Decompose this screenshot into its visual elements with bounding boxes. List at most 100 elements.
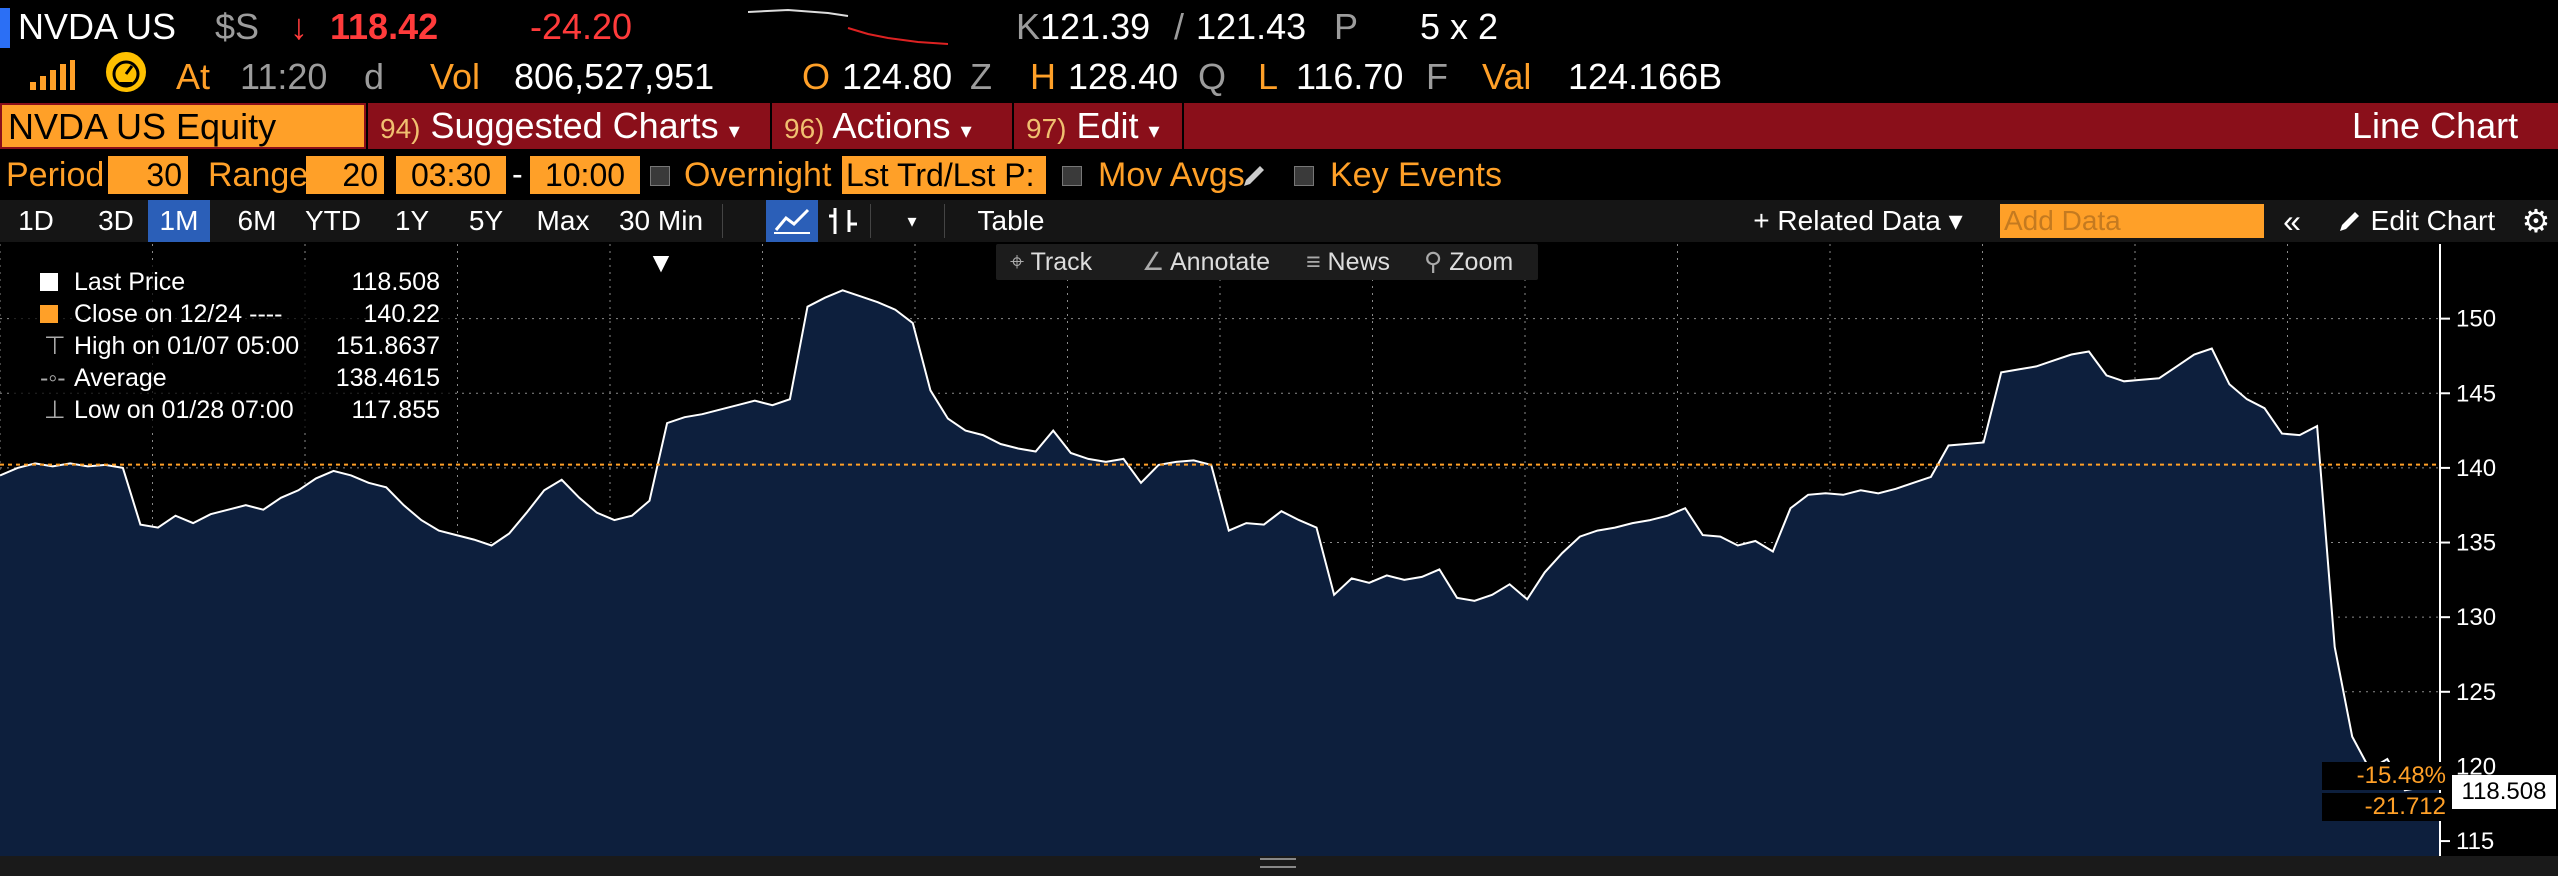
range-button-ytd[interactable]: YTD — [305, 205, 361, 236]
high-source: Q — [1198, 56, 1227, 97]
low-source: F — [1426, 56, 1448, 97]
edit-label: Edit — [1076, 105, 1139, 146]
open-source: Z — [970, 56, 992, 97]
sparkline-icon — [748, 8, 948, 45]
scroll-handle-icon[interactable] — [1260, 858, 1296, 868]
collapse-icon[interactable]: « — [2283, 203, 2301, 239]
overnight-label: Overnight — [684, 156, 832, 194]
ask-price: 121.43 — [1196, 6, 1307, 47]
legend-label: Low on 01/28 07:00 — [74, 396, 294, 424]
dropdown-icon[interactable]: ▾ — [907, 211, 917, 231]
overnight-checkbox[interactable] — [650, 166, 670, 186]
pencil-icon[interactable] — [1240, 162, 1268, 190]
legend-label: High on 01/07 05:00 — [74, 332, 300, 360]
related-data-dropdown[interactable]: + Related Data ▾ — [1753, 205, 1963, 236]
suggested-charts-number: 94) — [380, 113, 421, 144]
edit-chart-button[interactable]: Edit Chart — [2316, 200, 2516, 242]
actions-label: Actions — [832, 105, 951, 146]
legend-low[interactable]: ⊥ Low on 01/28 07:00 117.855 — [10, 394, 450, 426]
absolute-change-tag: -21.712 — [2322, 793, 2450, 821]
last-trade-time: 11:20 — [240, 56, 328, 97]
actions-menu[interactable]: 96) Actions ▾ — [784, 103, 972, 149]
table-button[interactable]: Table — [977, 205, 1045, 236]
open-label: O — [802, 56, 831, 97]
mov-avgs-checkbox[interactable] — [1062, 166, 1082, 186]
legend-value: 140.22 — [363, 300, 440, 328]
legend-average[interactable]: -◦- Average 138.4615 — [10, 362, 450, 394]
signal-bars-icon — [30, 60, 75, 90]
ask-source: P — [1334, 6, 1359, 47]
legend-label: Average — [74, 364, 167, 392]
mov-avgs-label: Mov Avgs — [1098, 156, 1245, 194]
annotate-icon: ∠ — [1142, 248, 1165, 276]
legend-label: Close on 12/24 ---- — [74, 300, 283, 328]
range-button-max[interactable]: Max — [536, 205, 590, 236]
at-label: At — [176, 56, 211, 97]
down-arrow-icon: ↓ — [290, 6, 308, 47]
crosshair-icon: ⌖ — [1010, 248, 1025, 276]
bid-ask-size: 5 x 2 — [1420, 6, 1499, 47]
range-button-6m[interactable]: 6M — [237, 205, 277, 236]
time-range-dash: - — [512, 156, 523, 192]
period-settings-row: Period 30 Range 20 03:30 - 10:00 Overnig… — [0, 150, 2558, 200]
low-label: L — [1258, 56, 1279, 97]
period-input[interactable]: 30 — [108, 156, 188, 194]
track-button[interactable]: ⌖ Track — [1010, 244, 1092, 280]
interval-dropdown[interactable]: 30 Min ▼ — [618, 205, 704, 278]
news-button[interactable]: ≡ News — [1306, 244, 1390, 280]
range-button-1m[interactable]: 1M — [148, 200, 210, 242]
low-marker-icon: ⊥ — [44, 396, 66, 424]
key-events-checkbox[interactable] — [1294, 166, 1314, 186]
start-time-input[interactable]: 03:30 — [396, 156, 506, 194]
range-button-3d[interactable]: 3D — [98, 205, 134, 236]
y-tick-label: 150 — [2456, 306, 2496, 333]
zoom-button[interactable]: ⚲ Zoom — [1424, 244, 1513, 280]
high-marker-icon: ⊤ — [44, 332, 66, 360]
track-label: Track — [1030, 248, 1093, 276]
caret-down-icon: ▾ — [960, 118, 972, 143]
price-area — [0, 290, 2440, 856]
end-time-input[interactable]: 10:00 — [530, 156, 640, 194]
edit-menu[interactable]: 97) Edit ▾ — [1026, 103, 1160, 149]
bar-chart-icon[interactable] — [822, 200, 866, 242]
last-price-tag: 118.508 — [2452, 775, 2556, 809]
gauge-icon[interactable] — [104, 50, 148, 94]
security-name: NVDA US Equity — [8, 106, 277, 147]
legend-close[interactable]: Close on 12/24 ---- 140.22 — [10, 298, 450, 330]
legend-value: 118.508 — [351, 268, 440, 296]
high-label: H — [1030, 56, 1056, 97]
range-button-1d[interactable]: 1D — [18, 205, 54, 236]
range-button-1y[interactable]: 1Y — [394, 205, 430, 236]
line-chart-icon[interactable] — [766, 200, 818, 242]
price-line — [0, 289, 2441, 792]
last-price: 118.42 — [330, 6, 439, 47]
chart-scrollbar[interactable] — [0, 856, 2558, 876]
percent-change-tag: -15.48% — [2322, 762, 2450, 790]
net-change: -24.20 — [530, 6, 633, 47]
security-marker — [0, 8, 10, 48]
security-field[interactable]: NVDA US Equity — [2, 105, 364, 147]
legend-last-price[interactable]: Last Price 118.508 — [10, 266, 450, 298]
chart-overlay-toolbar — [996, 244, 1538, 280]
add-data-placeholder: Add Data — [2004, 205, 2121, 236]
range-input[interactable]: 20 — [306, 156, 384, 194]
add-data-input[interactable]: Add Data — [2000, 204, 2264, 238]
annotate-button[interactable]: ∠ Annotate — [1142, 244, 1270, 280]
last-trade-dropdown[interactable]: Lst Trd/Lst P: — [842, 156, 1046, 194]
news-label: News — [1327, 248, 1391, 276]
value-label: Val — [1482, 56, 1532, 97]
legend-high[interactable]: ⊤ High on 01/07 05:00 151.8637 — [10, 330, 450, 362]
chart-type-label: Line Chart — [2352, 105, 2519, 146]
ticker-header: NVDA US $S ↓ 118.42 -24.20 K 121.39 / 12… — [0, 0, 2558, 50]
currency-label: $S — [215, 6, 260, 47]
suggested-charts-menu[interactable]: 94) Suggested Charts ▾ — [380, 103, 740, 149]
ticker-symbol[interactable]: NVDA US — [18, 6, 177, 47]
menu-bar — [0, 103, 2558, 149]
legend-value: 138.4615 — [335, 364, 440, 392]
range-button-5y[interactable]: 5Y — [468, 205, 504, 236]
chart-legend: Last Price 118.508 Close on 12/24 ---- 1… — [10, 260, 450, 430]
y-tick-label: 115 — [2456, 828, 2494, 855]
y-tick-label: 140 — [2456, 455, 2496, 482]
gear-icon[interactable]: ⚙ — [2521, 203, 2551, 239]
